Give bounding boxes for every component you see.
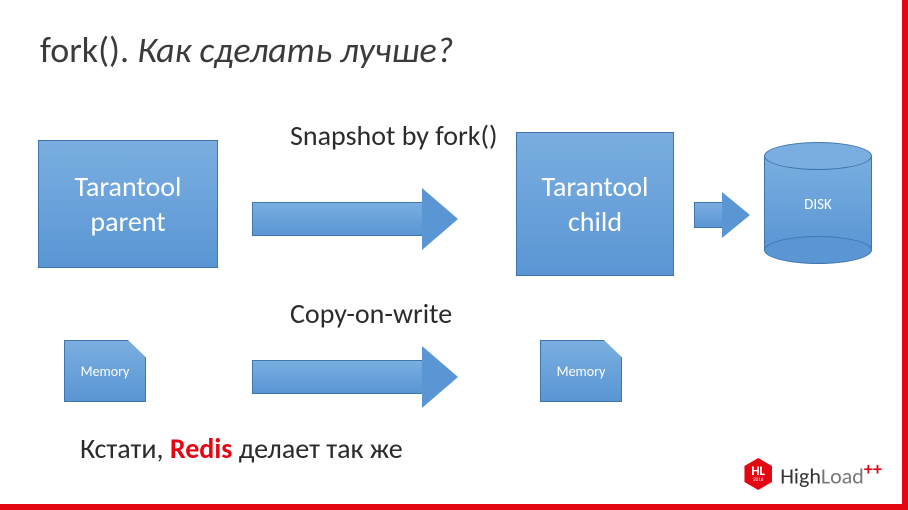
hl-brand-b: Load [821, 463, 864, 490]
footer-pre: Кстати, [80, 431, 170, 466]
disk-top [764, 142, 872, 170]
slide-title: fork(). Как сделать лучше? [40, 28, 453, 72]
cow-label-text: Copy-on-write [290, 296, 452, 331]
footer-red: Redis [170, 431, 233, 466]
to-disk-arrow-shaft [694, 202, 722, 228]
title-italic: Как сделать лучше? [137, 28, 453, 72]
disk-bottom [764, 236, 872, 264]
snapshot-arrow-head [422, 188, 458, 250]
hl-brand-text: HighLoad++ [780, 458, 882, 489]
cow-label: Copy-on-write [290, 296, 452, 331]
child-label-1: Tarantool [542, 169, 649, 204]
hl-brand-a: High [780, 463, 821, 490]
slide: fork(). Как сделать лучше? Tarantool par… [0, 0, 908, 510]
snapshot-label-text: Snapshot by fork() [290, 118, 497, 153]
cow-arrow-shaft [252, 360, 422, 394]
cow-arrow-head [422, 346, 458, 408]
snapshot-arrow-shaft [252, 202, 422, 236]
tarantool-parent-box: Tarantool parent [38, 140, 218, 268]
child-label-2: child [568, 204, 622, 239]
parent-label-1: Tarantool [75, 169, 182, 204]
memory-left-label: Memory [81, 363, 130, 380]
tarantool-child-box: Tarantool child [516, 132, 674, 276]
hl-brand-pp: ++ [864, 458, 882, 480]
to-disk-arrow-head [722, 192, 750, 238]
memory-right-box: Memory [540, 340, 622, 402]
snapshot-label: Snapshot by fork() [290, 118, 510, 153]
memory-left-box: Memory [64, 340, 146, 402]
title-plain: fork(). [40, 28, 137, 72]
memory-right-label: Memory [557, 363, 606, 380]
footer-text: Кстати, Redis делает так же [80, 431, 403, 466]
disk-label: DISK [764, 196, 872, 214]
disk-cylinder: DISK [764, 142, 872, 264]
highload-logo: HL 2016 HighLoad++ [742, 458, 882, 490]
hl-badge-year: 2016 [753, 478, 763, 483]
hl-badge-icon: HL 2016 [742, 458, 774, 490]
footer-post: делает так же [232, 431, 402, 466]
parent-label-2: parent [90, 204, 165, 239]
